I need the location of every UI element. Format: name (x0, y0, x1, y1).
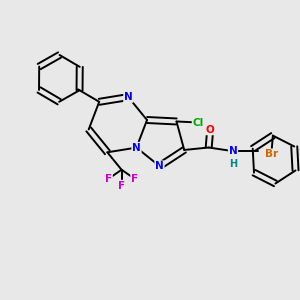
Text: F: F (118, 181, 125, 190)
Text: N: N (132, 142, 141, 153)
Text: Cl: Cl (192, 118, 204, 128)
Text: O: O (206, 124, 214, 134)
Text: F: F (105, 174, 112, 184)
Text: N: N (124, 92, 133, 102)
Text: N: N (155, 161, 164, 171)
Text: H: H (229, 159, 237, 169)
Text: N: N (229, 146, 237, 156)
Text: Br: Br (265, 149, 278, 159)
Text: F: F (131, 174, 138, 184)
